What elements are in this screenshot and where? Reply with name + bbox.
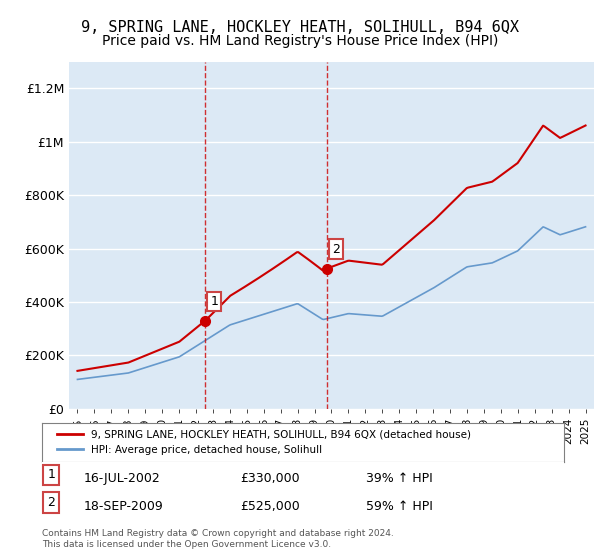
- Text: 18-SEP-2009: 18-SEP-2009: [84, 500, 164, 512]
- Text: 59% ↑ HPI: 59% ↑ HPI: [365, 500, 433, 512]
- Text: £525,000: £525,000: [241, 500, 300, 512]
- Text: 1: 1: [210, 295, 218, 307]
- Text: 1: 1: [47, 469, 55, 482]
- Text: 9, SPRING LANE, HOCKLEY HEATH, SOLIHULL, B94 6QX: 9, SPRING LANE, HOCKLEY HEATH, SOLIHULL,…: [81, 20, 519, 35]
- Text: 2: 2: [47, 496, 55, 509]
- Text: Price paid vs. HM Land Registry's House Price Index (HPI): Price paid vs. HM Land Registry's House …: [102, 34, 498, 48]
- Text: £330,000: £330,000: [241, 472, 300, 485]
- Text: 16-JUL-2002: 16-JUL-2002: [84, 472, 161, 485]
- Text: 39% ↑ HPI: 39% ↑ HPI: [365, 472, 433, 485]
- Legend: 9, SPRING LANE, HOCKLEY HEATH, SOLIHULL, B94 6QX (detached house), HPI: Average : 9, SPRING LANE, HOCKLEY HEATH, SOLIHULL,…: [52, 426, 475, 459]
- Text: Contains HM Land Registry data © Crown copyright and database right 2024.
This d: Contains HM Land Registry data © Crown c…: [42, 529, 394, 549]
- Text: 2: 2: [332, 242, 340, 255]
